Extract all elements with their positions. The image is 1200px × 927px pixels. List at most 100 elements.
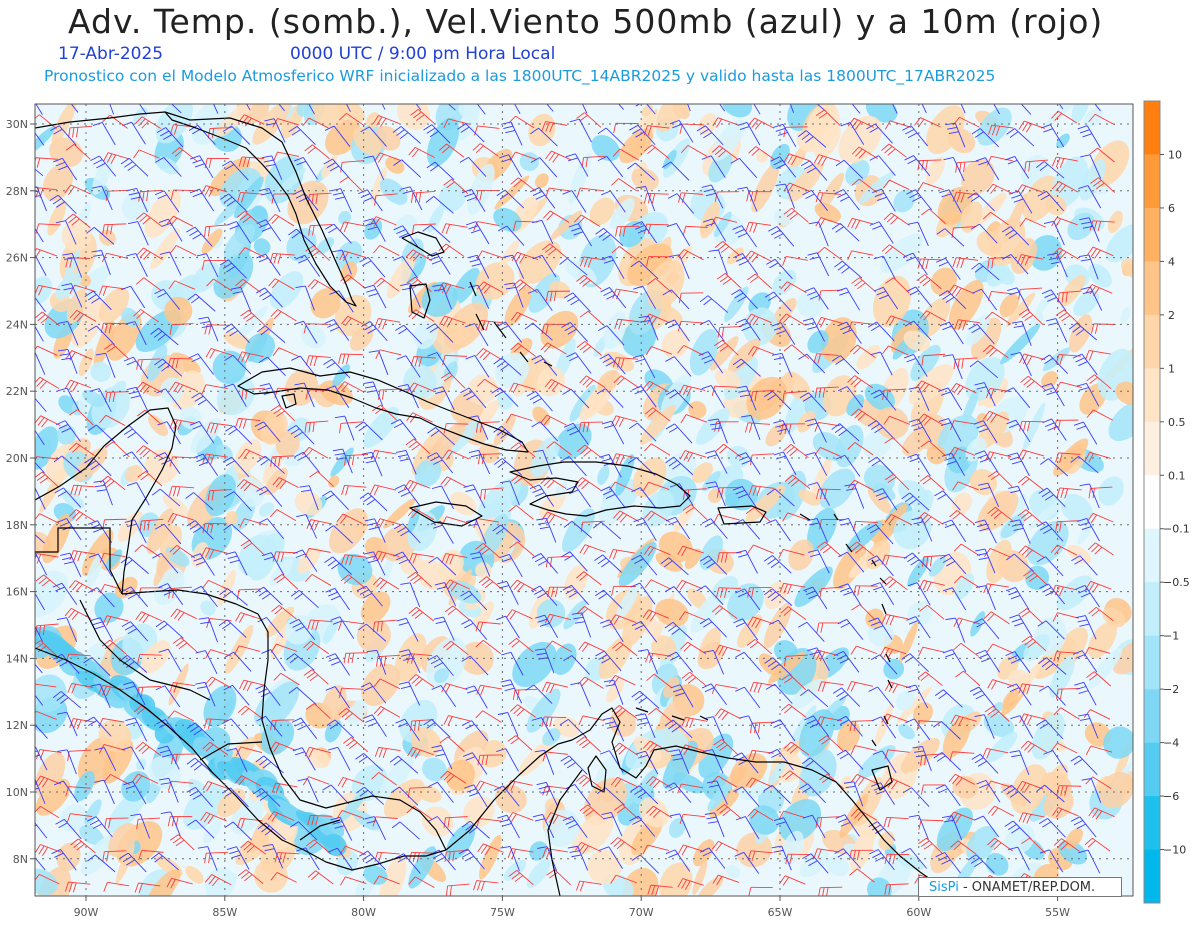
wind-barb-flag (662, 289, 672, 296)
wind-barb-flag (1026, 355, 1033, 366)
wind-barb-flag (1059, 688, 1063, 699)
wind-barb-flag (831, 355, 841, 362)
wind-barb-flag (906, 256, 916, 262)
wind-barb-flag (508, 637, 517, 645)
wind-barb-shaft (369, 126, 387, 147)
wind-barb-flag (441, 146, 450, 154)
wind-barb-flag (747, 346, 755, 356)
wind-barb-shaft (881, 750, 897, 774)
wind-barb-flag (883, 648, 890, 658)
wind-barb-flag (1088, 113, 1096, 123)
wind-barb-flag (15, 159, 23, 165)
wind-barb-flag (819, 192, 824, 203)
wind-barb-flag (1041, 289, 1052, 295)
advection-cell (875, 406, 909, 440)
wind-barb-flag (398, 328, 408, 335)
advection-cell (1010, 764, 1048, 815)
wind-barb-flag (879, 294, 889, 300)
wind-barb-flag (426, 323, 436, 330)
wind-barb-flag (276, 551, 281, 562)
wind-barb-flag (629, 124, 639, 131)
wind-barb-shaft (992, 643, 1014, 654)
wind-barb-flag (979, 458, 990, 463)
wind-barb-flag (942, 519, 952, 525)
wind-barb-flag (791, 156, 797, 166)
advection-cell (94, 592, 124, 623)
wind-barb-flag (410, 109, 419, 116)
wind-barb-flag (732, 225, 742, 230)
wind-barb-flag (553, 291, 557, 302)
wind-barb-flag (441, 683, 447, 693)
wind-barb-flag (616, 377, 625, 386)
wind-barb-flag (363, 196, 373, 202)
wind-barb-flag (134, 116, 143, 125)
wind-barb-flag (552, 154, 559, 163)
wind-barb-flag (581, 678, 589, 687)
wind-barb-flag (748, 315, 756, 325)
wind-barb-flag (810, 553, 820, 558)
wind-barb-flag (583, 449, 592, 457)
wind-barb-flag (102, 224, 105, 235)
wind-barb-flag (290, 589, 300, 597)
wind-barb-flag (504, 282, 515, 285)
wind-barb-flag (854, 279, 863, 287)
wind-barb-flag (1044, 494, 1054, 501)
wind-barb-shaft (409, 786, 432, 789)
wind-barb-flag (982, 211, 991, 220)
wind-barb-shaft (783, 549, 805, 556)
wind-barb-flag (225, 491, 235, 498)
wind-barb-shaft (818, 221, 829, 247)
wind-barb-flag (953, 575, 962, 584)
advection-cell (477, 477, 522, 520)
wind-barb-flag (22, 96, 31, 99)
wind-barb-shaft (97, 553, 113, 577)
wind-barb-flag (1050, 261, 1061, 265)
wind-barb-shaft (1020, 287, 1043, 290)
wind-barb-flag (161, 364, 170, 372)
wind-barb-flag (722, 278, 732, 285)
wind-barb-flag (878, 94, 888, 96)
wind-barb-flag (646, 673, 655, 682)
wind-barb-flag (643, 193, 648, 204)
wind-barb-flag (1075, 328, 1085, 336)
wind-barb-flag (411, 609, 420, 617)
wind-barb-flag (921, 160, 924, 171)
wind-barb-flag (476, 348, 484, 357)
wind-barb-flag (601, 458, 612, 462)
wind-barb-flag (597, 557, 607, 565)
advection-cell (1068, 314, 1093, 353)
wind-barb-flag (679, 450, 686, 460)
wind-barb-shaft (844, 454, 861, 477)
wind-barb-shaft (619, 148, 640, 161)
wind-barb-shaft (983, 714, 995, 739)
wind-barb-shaft (605, 127, 626, 147)
wind-barb-flag (303, 640, 312, 649)
wind-barb-flag (682, 385, 689, 396)
wind-barb-flag (532, 488, 543, 493)
wind-barb-flag (1079, 254, 1090, 257)
advection-cell (200, 600, 216, 616)
wind-barb-shaft (163, 523, 182, 545)
wind-barb-flag (339, 221, 345, 232)
advection-cell (260, 533, 285, 561)
wind-barb-flag (382, 748, 387, 759)
wind-barb-flag (229, 330, 239, 337)
wind-barb-flag (240, 309, 249, 317)
wind-barb-flag (201, 325, 212, 329)
wind-barb-flag (172, 486, 177, 497)
wind-barb-flag (1024, 638, 1034, 646)
wind-barb-flag (431, 260, 442, 265)
wind-barb-flag (309, 471, 318, 478)
wind-barb-flag (872, 225, 882, 230)
wind-barb-flag (1001, 226, 1011, 233)
wind-barb-flag (938, 418, 949, 422)
wind-barb-flag (933, 721, 942, 728)
wind-barb-flag (524, 322, 534, 330)
advection-cell (746, 376, 787, 420)
wind-barb-flag (775, 127, 786, 132)
wind-barb-shaft (854, 745, 877, 751)
wind-barb-flag (635, 131, 645, 138)
wind-barb-flag (137, 654, 141, 665)
wind-barb-shaft (843, 159, 864, 179)
wind-barb-flag (822, 776, 831, 783)
